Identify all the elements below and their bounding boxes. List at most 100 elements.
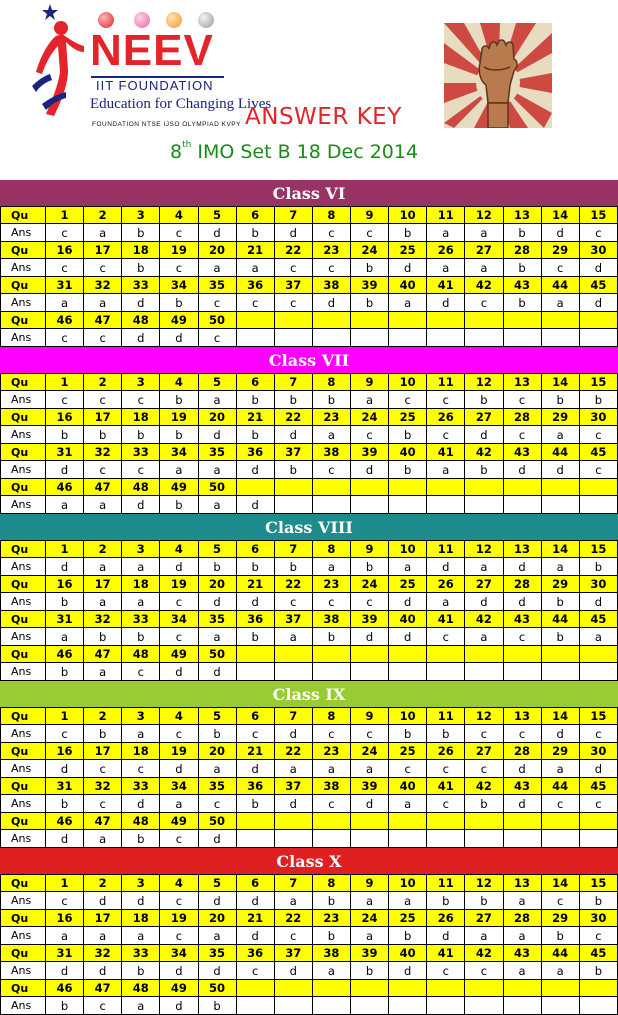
question-number-cell: 29	[540, 408, 580, 426]
raised-fist-icon	[444, 23, 552, 128]
question-label: Qu	[0, 443, 46, 461]
answer-row: Ans d a b c d	[0, 829, 618, 848]
question-number-cell: 47	[83, 645, 123, 663]
question-number-cell	[349, 645, 390, 663]
answer-cell: d	[197, 223, 237, 242]
answer-cell: b	[388, 223, 428, 242]
question-number-cell: 32	[83, 944, 123, 962]
question-number-cell: 16	[44, 408, 85, 426]
answer-cell: b	[121, 223, 161, 242]
answer-cell: c	[426, 794, 466, 813]
question-number-cell: 6	[235, 874, 275, 892]
question-number-cell: 48	[121, 979, 161, 997]
answer-label: Ans	[0, 390, 46, 409]
answer-cell	[311, 829, 352, 848]
answer-cell: b	[44, 425, 85, 444]
question-number-cell: 27	[464, 408, 504, 426]
question-number-cell	[578, 645, 618, 663]
question-number-cell: 6	[235, 707, 275, 725]
answer-cell	[426, 495, 466, 514]
answer-cell	[540, 328, 580, 347]
answer-cell: a	[121, 926, 161, 945]
question-number-cell: 22	[273, 909, 313, 927]
answer-cell: a	[83, 495, 123, 514]
question-label: Qu	[0, 979, 46, 997]
question-number-cell: 44	[540, 944, 580, 962]
answer-cell: a	[426, 223, 466, 242]
question-number-cell: 5	[197, 206, 237, 224]
question-number-cell	[578, 979, 618, 997]
question-number-cell: 33	[121, 443, 161, 461]
question-number-cell: 12	[464, 373, 504, 391]
answer-cell: c	[159, 829, 199, 848]
question-number-cell: 29	[540, 909, 580, 927]
question-row: Qu 31 32 33 34 35 36 37 38 39 40 41 42 43 44 45	[0, 443, 618, 461]
answer-cell: c	[464, 759, 504, 778]
question-number-cell: 25	[388, 909, 428, 927]
answer-label: Ans	[0, 996, 46, 1015]
answer-cell: b	[235, 390, 275, 409]
question-number-cell	[464, 812, 504, 830]
answer-cell: a	[464, 223, 504, 242]
answer-cell: d	[540, 724, 580, 743]
answer-cell	[578, 996, 618, 1015]
question-number-cell: 48	[121, 311, 161, 329]
answer-cell: d	[540, 460, 580, 479]
decor-dot-grey	[198, 12, 214, 28]
answer-cell: b	[388, 724, 428, 743]
question-number-cell: 12	[464, 707, 504, 725]
answer-cell: a	[197, 926, 237, 945]
answer-cell: b	[578, 390, 618, 409]
answer-cell: b	[311, 926, 352, 945]
question-label: Qu	[0, 575, 46, 593]
answer-cell: d	[502, 557, 542, 576]
question-number-cell: 26	[426, 241, 466, 259]
question-number-cell: 3	[121, 206, 161, 224]
answer-cell: c	[578, 926, 618, 945]
answer-cell: b	[464, 794, 504, 813]
answer-cell	[464, 328, 504, 347]
question-number-cell: 40	[388, 610, 428, 628]
answer-cell: b	[197, 724, 237, 743]
question-number-cell: 47	[83, 478, 123, 496]
answer-cell: a	[197, 460, 237, 479]
answer-cell: c	[426, 961, 466, 980]
question-number-cell	[464, 478, 504, 496]
question-number-cell	[235, 645, 275, 663]
question-number-cell: 11	[426, 206, 466, 224]
answer-key-title: ANSWER KEY	[245, 104, 402, 130]
question-number-cell: 26	[426, 742, 466, 760]
answer-cell	[388, 662, 428, 681]
question-number-cell	[235, 979, 275, 997]
question-number-cell: 36	[235, 944, 275, 962]
answer-cell: b	[273, 557, 313, 576]
answer-cell	[388, 996, 428, 1015]
question-number-cell	[502, 478, 542, 496]
answer-cell: b	[426, 891, 466, 910]
answer-cell: a	[311, 557, 352, 576]
question-label: Qu	[0, 812, 46, 830]
answer-label: Ans	[0, 495, 46, 514]
answer-cell: b	[502, 223, 542, 242]
question-number-cell	[464, 311, 504, 329]
answer-cell	[273, 996, 313, 1015]
question-number-cell: 12	[464, 206, 504, 224]
question-label: Qu	[0, 478, 46, 496]
question-number-cell	[311, 979, 352, 997]
question-number-cell: 42	[464, 443, 504, 461]
answer-cell: a	[502, 961, 542, 980]
answer-cell: a	[83, 293, 123, 312]
answer-cell: c	[578, 460, 618, 479]
question-number-cell: 9	[349, 540, 390, 558]
question-number-cell: 40	[388, 944, 428, 962]
answer-cell: d	[121, 794, 161, 813]
answer-cell: b	[388, 926, 428, 945]
question-number-cell: 2	[83, 540, 123, 558]
question-number-cell: 21	[235, 742, 275, 760]
answer-cell: a	[540, 425, 580, 444]
question-number-cell: 15	[578, 707, 618, 725]
answer-cell: d	[388, 627, 428, 646]
answer-cell: a	[44, 926, 85, 945]
answer-cell: d	[578, 592, 618, 611]
question-number-cell: 16	[44, 742, 85, 760]
